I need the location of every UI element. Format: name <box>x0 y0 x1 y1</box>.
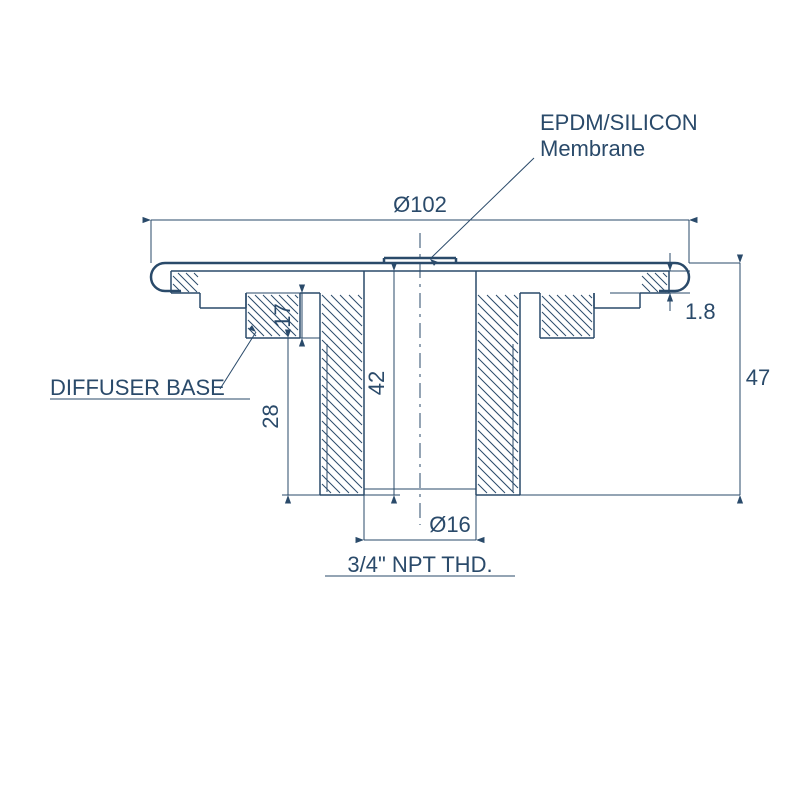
dim-h-step: 17 <box>270 303 295 327</box>
label-base: DIFFUSER BASE <box>50 375 225 400</box>
drawing-canvas: Ø102 47 1.8 42 28 17 Ø16 3/4" NPT THD. EPDM/SILI… <box>0 0 800 800</box>
label-membrane-l1: EPDM/SILICON <box>540 110 698 135</box>
label-membrane-l2: Membrane <box>540 136 645 161</box>
dim-h-total: 47 <box>746 365 770 390</box>
dim-h-thread: 28 <box>258 404 283 428</box>
dim-membrane-th: 1.8 <box>685 299 716 324</box>
label-thread: 3/4" NPT THD. <box>347 552 492 577</box>
dim-inner-dia: Ø16 <box>429 512 471 537</box>
dim-outer-dia: Ø102 <box>393 192 447 217</box>
dim-h-inner: 42 <box>364 371 389 395</box>
